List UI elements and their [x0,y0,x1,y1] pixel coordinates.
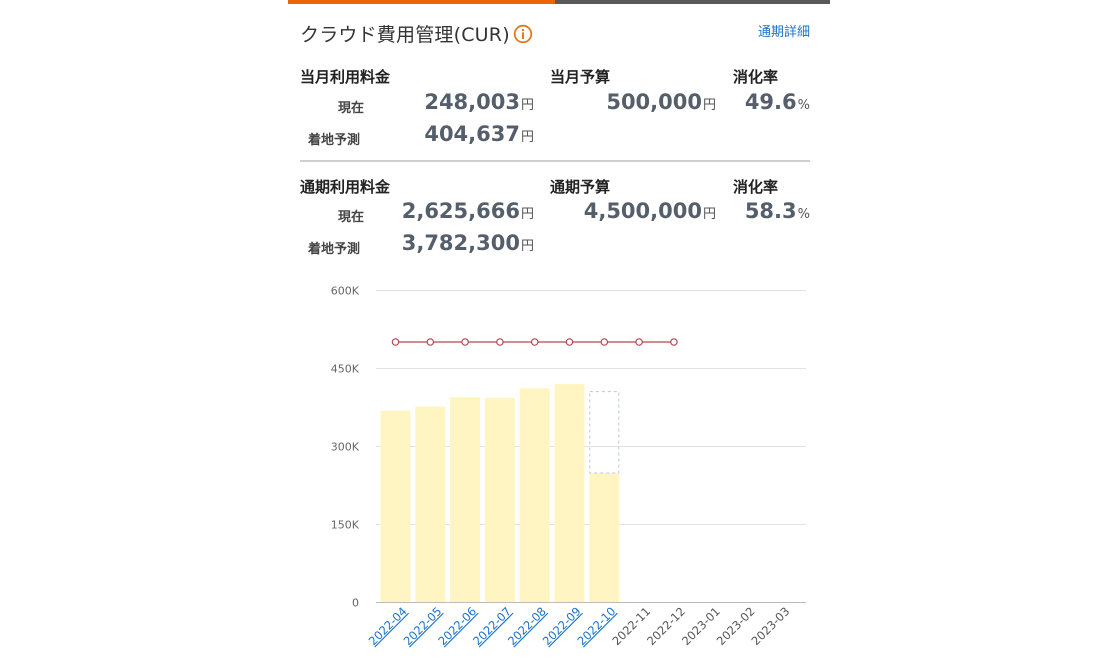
cloud-cost-panel: クラウド費用管理(CUR) 通期詳細 当月利用料金 現在 248,003円 着地… [288,0,830,660]
bar-actual[interactable] [415,406,446,602]
budget-point[interactable] [565,338,574,346]
monthly-forecast-label: 着地予測 [308,133,361,148]
budget-point[interactable] [530,338,539,346]
y-tick-label: 0 [352,597,359,610]
budget-point[interactable] [461,338,469,346]
bar-forecast[interactable] [589,391,620,474]
monthly-rate-label: 消化率 [733,68,779,86]
annual-usage-label: 通期利用料金 [300,178,391,196]
monthly-forecast-value: 404,637円 [424,122,534,146]
budget-point[interactable] [391,338,400,346]
monthly-budget-value: 500,000円 [606,90,716,114]
tab-indicator-active[interactable] [288,0,555,4]
annual-current-value: 2,625,666円 [401,199,534,223]
chart-grid: 0 150K 300K 450K 600K [331,285,806,610]
budget-point[interactable] [496,338,504,346]
y-tick-label: 300K [331,441,360,454]
annual-rate-label: 消化率 [733,178,779,196]
monthly-cost-chart: 0 150K 300K 450K 600K 2022-042022-052022-062… [331,285,806,648]
chart-budget-line [391,338,678,346]
bar-actual[interactable] [484,397,515,602]
panel-title: クラウド費用管理(CUR) [300,24,510,46]
bar-actual[interactable] [380,410,411,602]
annual-forecast-label: 着地予測 [308,242,361,257]
annual-current-label: 現在 [338,210,365,225]
monthly-rate-value: 49.6% [744,90,810,114]
budget-point[interactable] [600,338,609,346]
info-icon[interactable] [513,24,533,44]
monthly-current-value: 248,003円 [424,90,534,114]
y-tick-label: 150K [331,519,360,532]
budget-point[interactable] [670,338,678,346]
chart-x-axis: 2022-042022-052022-062022-072022-082022-… [366,604,793,648]
y-tick-label: 450K [331,363,360,376]
chart-bars [380,384,620,602]
tab-indicator-inactive[interactable] [555,0,830,4]
annual-budget-label: 通期予算 [550,178,611,196]
annual-budget-value: 4,500,000円 [583,199,716,223]
y-tick-label: 600K [331,285,360,298]
section-divider [300,160,810,162]
tab-indicator-bar [288,0,830,4]
x-tick-label: 2023-03 [749,604,793,648]
budget-point[interactable] [426,338,435,346]
annual-detail-link[interactable]: 通期詳細 [757,25,810,40]
budget-point[interactable] [635,338,643,346]
bar-actual[interactable] [589,473,620,602]
monthly-usage-label: 当月利用料金 [300,68,391,86]
monthly-current-label: 現在 [338,101,365,116]
bar-actual[interactable] [554,384,585,602]
annual-rate-value: 58.3% [744,199,810,223]
annual-forecast-value: 3,782,300円 [401,231,534,255]
monthly-budget-label: 当月予算 [550,68,611,86]
bar-actual[interactable] [519,388,550,602]
bar-actual[interactable] [450,397,481,602]
